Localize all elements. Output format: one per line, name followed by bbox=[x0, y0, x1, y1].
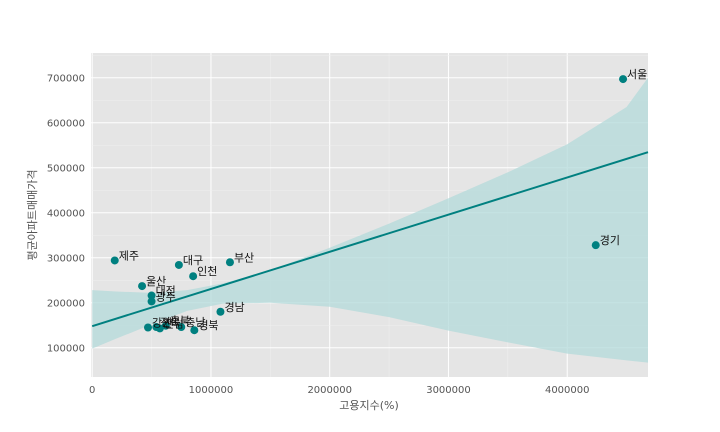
y-axis-title: 평균아파트매매가격 bbox=[26, 169, 39, 260]
point-label: 대전 bbox=[156, 285, 176, 298]
x-tick-label: 3000000 bbox=[426, 385, 471, 396]
tick-labels: 0 1000000 2000000 3000000 4000000 100000 20000… bbox=[47, 73, 590, 396]
point-label: 전북 bbox=[160, 316, 180, 329]
regression-line bbox=[91, 151, 649, 328]
point-label: 강원 bbox=[152, 317, 172, 330]
data-point bbox=[147, 291, 156, 300]
data-point bbox=[591, 241, 600, 250]
y-tick-label: 300000 bbox=[47, 253, 85, 264]
data-point bbox=[147, 297, 156, 306]
regression-line-path bbox=[91, 151, 649, 328]
point-label: 경기 bbox=[600, 234, 620, 247]
point-label: 전남 bbox=[164, 317, 184, 330]
y-tick-label: 500000 bbox=[47, 163, 85, 174]
data-point bbox=[138, 282, 147, 291]
data-point bbox=[216, 307, 225, 316]
point-label: 부산 bbox=[234, 251, 254, 264]
y-tick-label: 400000 bbox=[47, 208, 85, 219]
data-point bbox=[110, 256, 119, 265]
point-label: 충남 bbox=[185, 316, 205, 329]
point-label: 광주 bbox=[156, 290, 176, 303]
y-tick-label: 100000 bbox=[47, 343, 85, 354]
data-point bbox=[225, 258, 234, 267]
x-tick-label: 1000000 bbox=[189, 385, 234, 396]
data-point bbox=[190, 326, 199, 335]
point-label: 울산 bbox=[146, 275, 166, 288]
data-point bbox=[161, 321, 170, 330]
point-label: 대구 bbox=[183, 254, 203, 267]
point-label: 충북 bbox=[170, 315, 190, 328]
data-point bbox=[619, 75, 628, 84]
x-axis-title: 고용지수(%) bbox=[339, 399, 399, 412]
data-point bbox=[177, 323, 186, 332]
point-label: 인천 bbox=[197, 264, 217, 278]
point-label: 경북 bbox=[198, 319, 218, 332]
data-points bbox=[110, 75, 628, 335]
x-tick-label: 0 bbox=[89, 385, 95, 396]
x-tick-label: 2000000 bbox=[307, 385, 352, 396]
x-tick-label: 4000000 bbox=[545, 385, 590, 396]
y-tick-label: 200000 bbox=[47, 298, 85, 309]
data-point bbox=[174, 260, 183, 269]
confidence-band bbox=[92, 77, 648, 363]
point-label: 경남 bbox=[224, 301, 244, 314]
ci-band-area bbox=[92, 77, 648, 363]
data-point bbox=[189, 272, 198, 281]
data-point bbox=[144, 323, 153, 332]
y-tick-label: 700000 bbox=[47, 73, 85, 84]
y-tick-label: 600000 bbox=[47, 118, 85, 129]
point-label: 서울 bbox=[627, 68, 647, 81]
point-label: 제주 bbox=[119, 249, 139, 262]
